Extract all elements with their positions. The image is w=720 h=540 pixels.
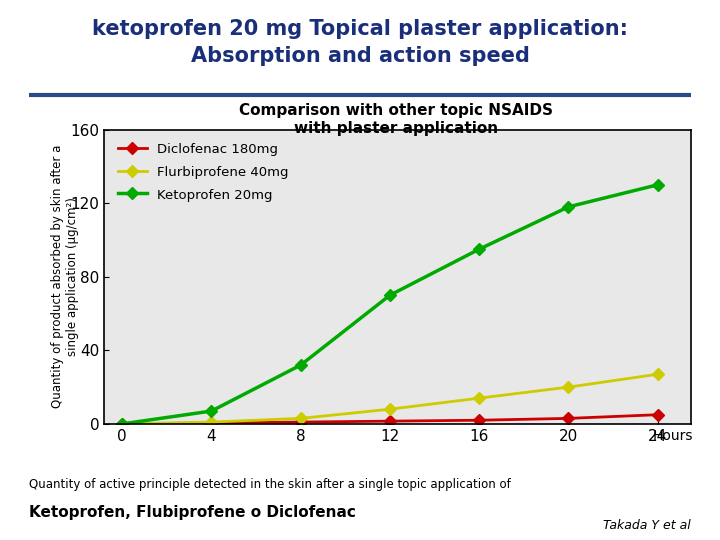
Flurbiprofene 40mg — [297, 415, 305, 422]
Text: Ketoprofen, Flubiprofene o Diclofenac: Ketoprofen, Flubiprofene o Diclofenac — [29, 505, 356, 520]
Flurbiprofene 40mg — [654, 371, 662, 377]
Text: Takada Y et al: Takada Y et al — [603, 519, 691, 532]
Diclofenac 180mg — [654, 411, 662, 418]
Ketoprofen 20mg — [386, 292, 395, 299]
Text: Comparison with other topic NSAIDS: Comparison with other topic NSAIDS — [239, 103, 553, 118]
Ketoprofen 20mg — [654, 181, 662, 188]
Diclofenac 180mg — [297, 419, 305, 426]
Text: Quantity of active principle detected in the skin after a single topic applicati: Quantity of active principle detected in… — [29, 478, 510, 491]
Y-axis label: Quantity of product absorbed by skin after a
single application (µg/cm²): Quantity of product absorbed by skin aft… — [51, 145, 79, 408]
Diclofenac 180mg — [475, 417, 484, 423]
Diclofenac 180mg — [118, 421, 127, 427]
Flurbiprofene 40mg — [475, 395, 484, 401]
Line: Ketoprofen 20mg: Ketoprofen 20mg — [118, 180, 662, 428]
Text: with plaster application: with plaster application — [294, 122, 498, 137]
Flurbiprofene 40mg — [564, 384, 573, 390]
Flurbiprofene 40mg — [207, 419, 216, 426]
Line: Flurbiprofene 40mg: Flurbiprofene 40mg — [118, 370, 662, 428]
Text: Absorption and action speed: Absorption and action speed — [191, 46, 529, 66]
Ketoprofen 20mg — [118, 421, 127, 427]
Text: ketoprofen 20 mg Topical plaster application:: ketoprofen 20 mg Topical plaster applica… — [92, 19, 628, 39]
Diclofenac 180mg — [564, 415, 573, 422]
Flurbiprofene 40mg — [118, 421, 127, 427]
Text: Hours: Hours — [652, 429, 693, 443]
Flurbiprofene 40mg — [386, 406, 395, 413]
Ketoprofen 20mg — [297, 362, 305, 368]
Ketoprofen 20mg — [475, 246, 484, 252]
Legend: Diclofenac 180mg, Flurbiprofene 40mg, Ketoprofen 20mg: Diclofenac 180mg, Flurbiprofene 40mg, Ke… — [111, 136, 295, 208]
Diclofenac 180mg — [207, 420, 216, 426]
Ketoprofen 20mg — [564, 204, 573, 210]
Ketoprofen 20mg — [207, 408, 216, 414]
Line: Diclofenac 180mg: Diclofenac 180mg — [118, 410, 662, 428]
Diclofenac 180mg — [386, 418, 395, 424]
